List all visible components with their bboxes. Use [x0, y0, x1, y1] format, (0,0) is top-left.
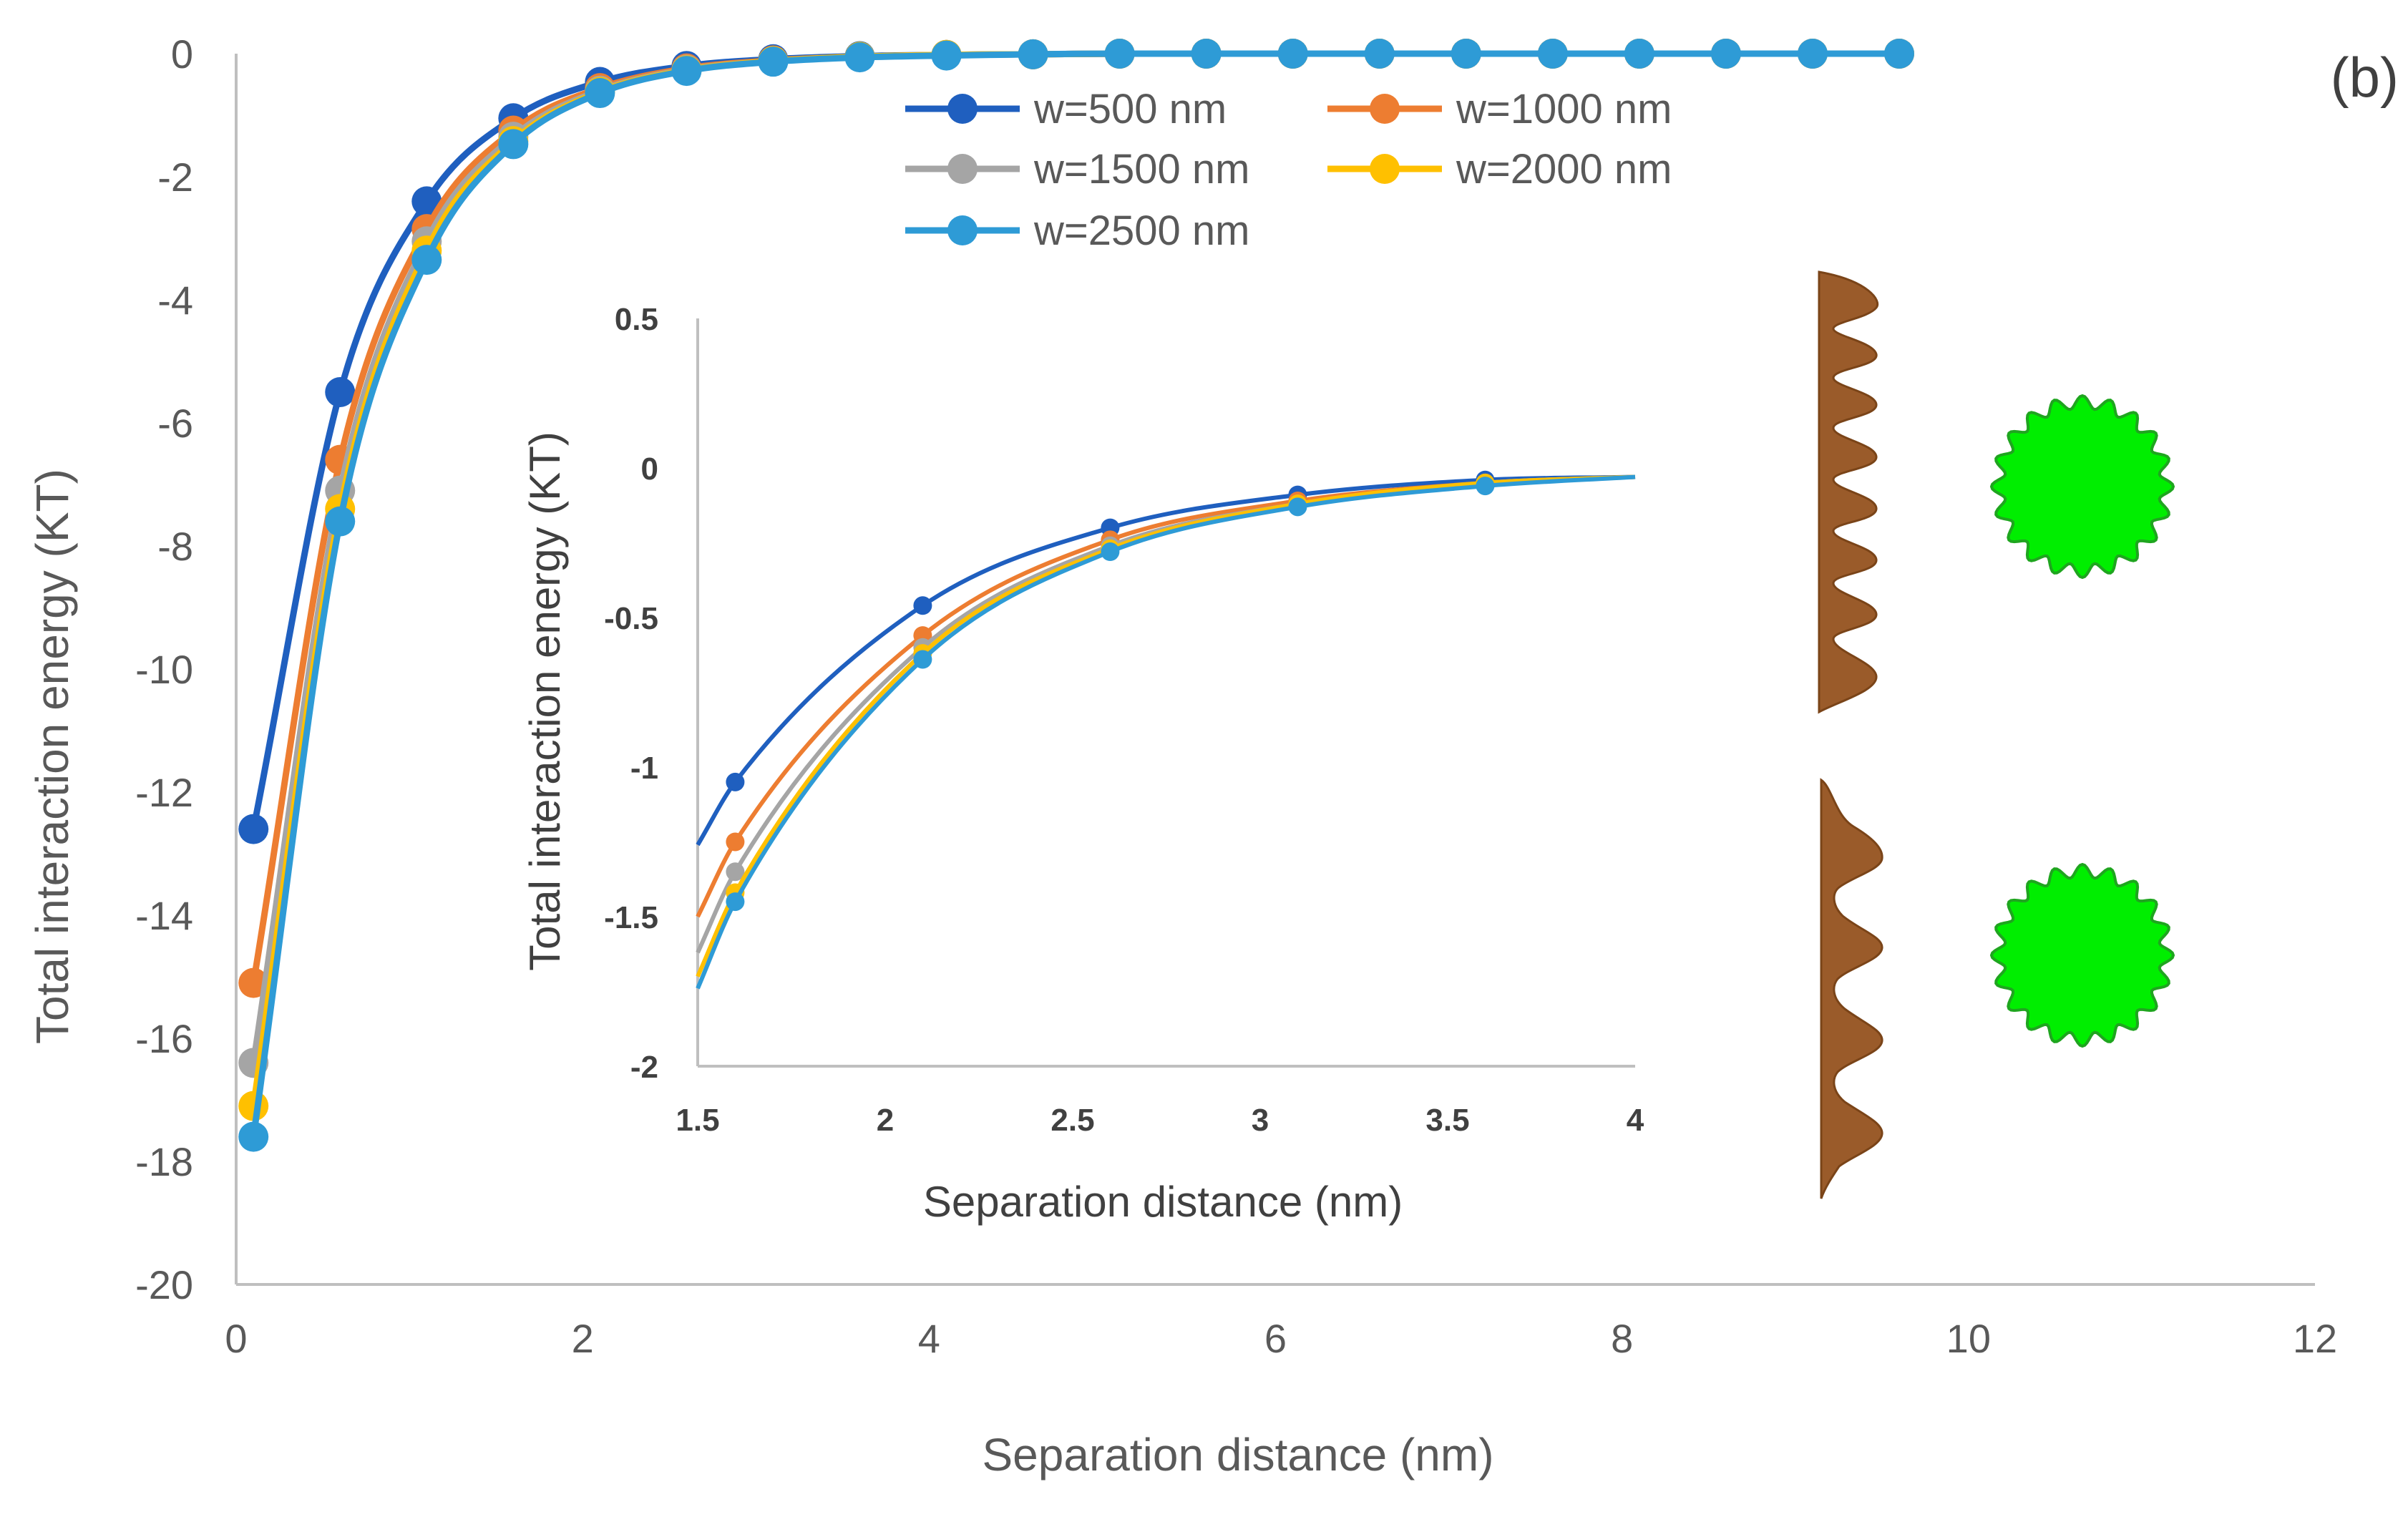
inset-y-tick-label: -1 [630, 751, 658, 786]
main-data-point [844, 42, 875, 73]
main-x-tick-label: 10 [1946, 1316, 1991, 1361]
inset-data-point [726, 862, 745, 882]
legend-entry-1: w=500 nm [905, 86, 1227, 132]
legend-label: w=1000 nm [1456, 86, 1672, 132]
inset-data-point [726, 832, 745, 852]
legend-entry-5: w=2500 nm [905, 208, 1249, 254]
main-x-axis-title: Separation distance (nm) [982, 1429, 1493, 1481]
main-data-point [325, 506, 356, 537]
legend-label: w=2500 nm [1033, 208, 1249, 254]
main-y-tick-label: -6 [157, 401, 193, 446]
main-x-tick-label: 2 [572, 1316, 594, 1361]
legend-swatch-marker [1370, 94, 1400, 124]
main-y-tick-label: -4 [157, 278, 193, 323]
inset-y-tick-label: -0.5 [604, 601, 658, 636]
inset-plot-area [696, 470, 1636, 990]
main-data-point [1884, 39, 1914, 69]
main-y-axis-title: Total interaction energy (KT) [26, 469, 78, 1044]
particle-lower [1989, 862, 2175, 1048]
inset-data-point [726, 772, 745, 791]
main-series-line [250, 50, 1899, 1138]
legend-entry-3: w=1500 nm [905, 146, 1249, 192]
main-data-point [238, 814, 269, 844]
inset-y-tick-label: 0.5 [615, 302, 658, 337]
main-data-point [1797, 39, 1828, 69]
main-data-point [758, 47, 789, 77]
legend-swatch-marker [947, 154, 978, 184]
main-data-point [1451, 39, 1481, 69]
legend-label: w=500 nm [1033, 86, 1227, 132]
main-x-tick-label: 12 [2293, 1316, 2337, 1361]
main-x-tick-label: 4 [918, 1316, 940, 1361]
main-data-point [411, 245, 442, 275]
rough-surface-lower [1820, 778, 1883, 1199]
main-data-point [1624, 39, 1654, 69]
main-data-point [1191, 39, 1222, 69]
main-y-tick-label: -12 [135, 770, 193, 815]
inset-y-axis-title: Total interaction energy (KT) [521, 431, 569, 971]
inset-axes: 1.5 2 2.5 3 3.5 4 0.5 0 -0.5 -1 -1.5 -2 [604, 302, 1644, 1138]
main-x-tick-label: 6 [1264, 1316, 1287, 1361]
inset-data-point [1476, 477, 1495, 496]
legend-entry-4: w=2000 nm [1327, 146, 1672, 192]
inset-y-tick-label: -1.5 [604, 900, 658, 935]
main-data-point [1537, 39, 1568, 69]
rough-surface-upper [1818, 270, 1878, 714]
main-series-5 [238, 39, 1914, 1152]
legend-swatch-marker [1370, 154, 1400, 184]
legend-label: w=1500 nm [1033, 146, 1249, 192]
main-data-point [1277, 39, 1308, 69]
main-data-point [1018, 39, 1048, 69]
main-data-point [671, 56, 702, 87]
inset-x-tick-label: 3 [1252, 1103, 1269, 1138]
main-data-point [1364, 39, 1395, 69]
main-data-point [411, 186, 442, 217]
main-y-tick-label: -14 [135, 893, 193, 938]
panel-label: (b) [2331, 46, 2399, 109]
legend-swatch-marker [947, 215, 978, 245]
inset-data-point [1101, 542, 1120, 562]
main-y-tick-label: -2 [157, 155, 193, 200]
main-y-tick-label: -10 [135, 647, 193, 692]
main-data-point [325, 377, 356, 407]
main-data-point [585, 78, 615, 109]
inset-y-tick-label: -2 [630, 1050, 658, 1085]
inset-x-tick-label: 2.5 [1051, 1103, 1094, 1138]
inset-data-point [726, 892, 745, 912]
inset-data-point [1288, 497, 1307, 517]
inset-x-tick-label: 3.5 [1425, 1103, 1469, 1138]
main-data-point [498, 129, 529, 160]
main-plot-area [238, 39, 1914, 1152]
main-axes: 0 2 4 6 8 10 120-2-4-6-8-10-12-14-16-18-20 [135, 31, 2337, 1361]
main-data-point [1104, 39, 1135, 69]
legend-label: w=2000 nm [1456, 146, 1672, 192]
inset-data-point [913, 650, 932, 669]
main-data-point [931, 40, 962, 71]
main-data-point [238, 1121, 269, 1152]
inset-x-axis-title: Separation distance (nm) [923, 1178, 1403, 1226]
main-y-tick-label: -20 [135, 1262, 193, 1307]
main-y-tick-label: -8 [157, 524, 193, 569]
inset-x-tick-label: 2 [877, 1103, 894, 1138]
main-y-tick-label: 0 [171, 31, 193, 77]
legend: w=500 nm w=1000 nm w=1500 nm w=2000 nm w=250… [905, 86, 1672, 254]
main-y-tick-label: -18 [135, 1139, 193, 1184]
inset-series-5 [696, 474, 1636, 990]
schematic-illustration [1818, 270, 2175, 1199]
inset-y-tick-label: 0 [641, 452, 658, 487]
inset-x-tick-label: 4 [1627, 1103, 1644, 1138]
main-data-point [1710, 39, 1741, 69]
legend-entry-2: w=1000 nm [1327, 86, 1672, 132]
inset-x-tick-label: 1.5 [676, 1103, 719, 1138]
main-x-tick-label: 8 [1611, 1316, 1633, 1361]
main-y-tick-label: -16 [135, 1016, 193, 1061]
particle-upper [1989, 394, 2175, 580]
legend-swatch-marker [947, 94, 978, 124]
inset-data-point [913, 596, 932, 615]
main-x-tick-label: 0 [225, 1316, 247, 1361]
